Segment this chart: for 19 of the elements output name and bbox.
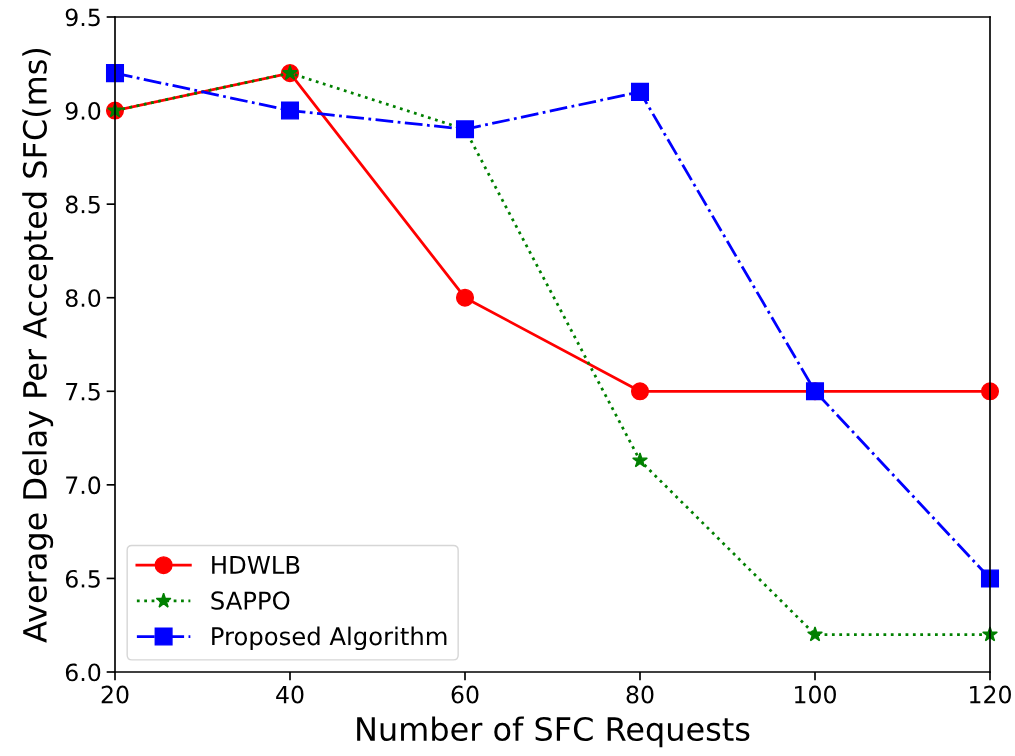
y-tick-label: 8.5 xyxy=(65,195,100,214)
y-tick-label: 8.0 xyxy=(65,289,101,308)
x-tick-label: 20 xyxy=(101,685,129,704)
x-tick-label: 40 xyxy=(276,685,304,704)
legend-label: HDWLB xyxy=(212,556,300,574)
y-tick-label: 7.0 xyxy=(66,476,101,495)
y-tick-label: 6.0 xyxy=(65,663,101,682)
x-tick-label: 60 xyxy=(451,685,479,704)
legend-label: Proposed Algorithm xyxy=(212,626,447,651)
y-tick-label: 6.5 xyxy=(65,569,100,588)
y-tick-label: 7.5 xyxy=(66,383,100,401)
y-tick-label: 9.5 xyxy=(65,8,100,27)
x-tick-label: 100 xyxy=(795,685,836,704)
legend-label: SAPPO xyxy=(211,591,290,610)
y-tick-label: 9.0 xyxy=(65,102,101,120)
x-axis-title: Number of SFC Requests xyxy=(357,716,750,748)
y-axis-title: Average Delay Per Accepted SFC(ms) xyxy=(22,48,54,643)
x-tick-label: 80 xyxy=(626,685,654,704)
x-tick-label: 120 xyxy=(970,685,1011,704)
